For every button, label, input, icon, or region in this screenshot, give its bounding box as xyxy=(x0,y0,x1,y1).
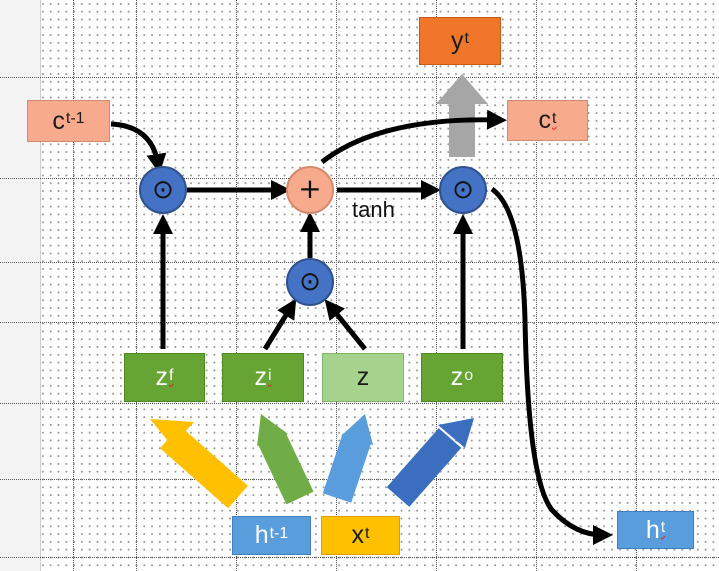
x-t-base: x xyxy=(352,521,365,550)
z-i-sup: i xyxy=(268,367,272,385)
c-t-base: c xyxy=(539,106,552,135)
h-prev-base: h xyxy=(255,521,269,550)
z-base: z xyxy=(357,363,370,392)
c-prev-sup: t-1 xyxy=(66,110,85,128)
z-i-base: z xyxy=(254,363,267,392)
y-t-base: y xyxy=(451,27,464,56)
output-arrow-shaft xyxy=(449,104,475,157)
z-f-sup: f xyxy=(169,367,173,385)
x-t-sup: t xyxy=(365,525,369,543)
z-box: z xyxy=(322,353,404,402)
input-arrow-shaft-green xyxy=(272,439,300,498)
h-prev-box: h t-1 xyxy=(232,516,311,555)
forget-multiply-symbol: ⊙ xyxy=(145,174,181,206)
input-arrow-shaft-lightblue xyxy=(337,438,357,498)
input-multiply-symbol: ⊙ xyxy=(292,266,328,298)
c-prev-box: c t-1 xyxy=(27,100,110,142)
h-t-base: h xyxy=(646,516,660,545)
add-symbol: + xyxy=(292,172,328,206)
output-arrow-head xyxy=(436,74,488,104)
arrow-zi-to-input-mult xyxy=(265,307,291,349)
z-f-base: z xyxy=(156,363,169,392)
z-o-base: z xyxy=(451,363,464,392)
output-multiply-symbol: ⊙ xyxy=(445,174,481,206)
arrow-z-to-input-mult xyxy=(331,307,365,349)
h-t-sup: t xyxy=(661,519,665,537)
arrow-cprev-to-forget-mult xyxy=(111,124,158,164)
c-t-sup: t xyxy=(552,110,556,128)
input-arrow-shaft-yellow xyxy=(170,437,238,497)
arrow-output-mult-to-ht xyxy=(492,189,603,535)
h-prev-sup: t-1 xyxy=(270,525,289,543)
tanh-label: tanh xyxy=(352,197,395,223)
c-prev-base: c xyxy=(52,107,65,136)
input-arrow-shaft-blue xyxy=(398,438,450,497)
y-t-sup: t xyxy=(465,30,469,48)
z-o-sup: o xyxy=(464,367,473,385)
